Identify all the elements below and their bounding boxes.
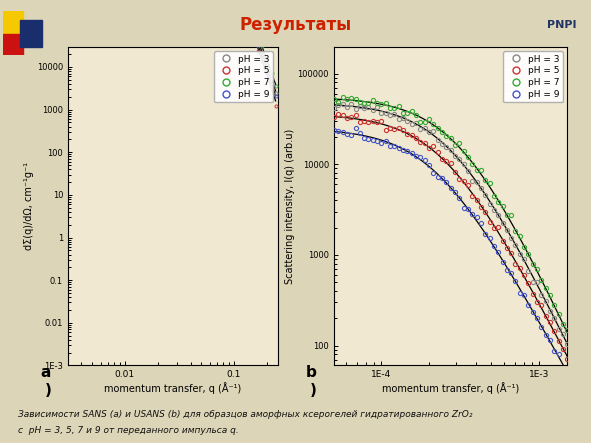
Text: PNPI: PNPI [547, 20, 576, 30]
X-axis label: momentum transfer, q (Å⁻¹): momentum transfer, q (Å⁻¹) [104, 382, 242, 394]
Bar [3, 34, 23, 55]
Legend: pH = 3, pH = 5, pH = 7, pH = 9: pH = 3, pH = 5, pH = 7, pH = 9 [504, 51, 563, 102]
Text: a: a [40, 365, 51, 381]
Text: с  pH = 3, 5, 7 и 9 от переданного импульса q.: с pH = 3, 5, 7 и 9 от переданного импуль… [18, 426, 239, 435]
Text: ): ) [310, 383, 317, 398]
Text: Зависимости SANS (a) и USANS (b) для образцов аморфных ксерогелей гидратированно: Зависимости SANS (a) и USANS (b) для обр… [18, 410, 472, 419]
Legend: pH = 3, pH = 5, pH = 7, pH = 9: pH = 3, pH = 5, pH = 7, pH = 9 [214, 51, 273, 102]
Bar [3, 11, 23, 34]
Y-axis label: Scattering intensity, I(q) (arb.u): Scattering intensity, I(q) (arb.u) [285, 128, 295, 284]
Bar [20, 20, 42, 47]
Text: b: b [306, 365, 317, 381]
Text: ): ) [44, 383, 51, 398]
Text: Результаты: Результаты [239, 16, 352, 34]
X-axis label: momentum transfer, q (Å⁻¹): momentum transfer, q (Å⁻¹) [382, 382, 519, 394]
Y-axis label: dΣ(q)/dΩ, cm⁻¹g⁻¹: dΣ(q)/dΩ, cm⁻¹g⁻¹ [24, 162, 34, 250]
